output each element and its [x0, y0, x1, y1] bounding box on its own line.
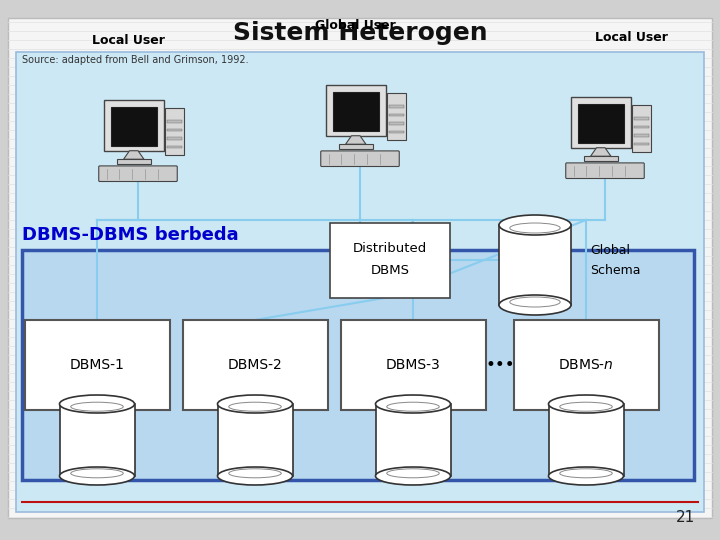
Polygon shape	[346, 136, 366, 144]
FancyBboxPatch shape	[330, 222, 450, 298]
Text: Local User: Local User	[595, 31, 668, 44]
FancyBboxPatch shape	[389, 131, 404, 133]
FancyBboxPatch shape	[24, 320, 169, 410]
Polygon shape	[376, 404, 451, 476]
FancyBboxPatch shape	[8, 18, 712, 518]
FancyBboxPatch shape	[389, 105, 404, 107]
FancyBboxPatch shape	[99, 166, 177, 181]
FancyBboxPatch shape	[634, 143, 649, 145]
FancyBboxPatch shape	[111, 106, 157, 146]
FancyBboxPatch shape	[182, 320, 328, 410]
Polygon shape	[590, 148, 611, 156]
FancyBboxPatch shape	[333, 92, 379, 131]
Polygon shape	[60, 404, 135, 476]
Ellipse shape	[499, 295, 571, 315]
Text: Source: adapted from Bell and Grimson, 1992.: Source: adapted from Bell and Grimson, 1…	[22, 55, 248, 65]
FancyBboxPatch shape	[320, 151, 400, 166]
Text: Schema: Schema	[590, 264, 641, 276]
Ellipse shape	[499, 215, 571, 235]
FancyBboxPatch shape	[104, 100, 163, 151]
Ellipse shape	[549, 467, 624, 485]
FancyBboxPatch shape	[571, 97, 631, 148]
FancyBboxPatch shape	[167, 146, 182, 148]
Ellipse shape	[376, 467, 451, 485]
FancyBboxPatch shape	[326, 85, 385, 136]
Polygon shape	[549, 404, 624, 476]
FancyBboxPatch shape	[117, 159, 150, 164]
FancyBboxPatch shape	[634, 117, 649, 120]
Text: Local User: Local User	[91, 34, 164, 47]
Text: DBMS-$n$: DBMS-$n$	[558, 358, 614, 372]
Ellipse shape	[549, 395, 624, 413]
FancyBboxPatch shape	[387, 93, 406, 140]
Text: DBMS-2: DBMS-2	[228, 358, 282, 372]
Ellipse shape	[217, 467, 292, 485]
Polygon shape	[499, 225, 571, 305]
FancyBboxPatch shape	[632, 105, 651, 152]
FancyBboxPatch shape	[341, 320, 485, 410]
Ellipse shape	[60, 467, 135, 485]
Ellipse shape	[60, 395, 135, 413]
Text: DBMS-DBMS berbeda: DBMS-DBMS berbeda	[22, 226, 238, 244]
Text: DBMS-3: DBMS-3	[386, 358, 441, 372]
Ellipse shape	[217, 395, 292, 413]
FancyBboxPatch shape	[167, 129, 182, 131]
FancyBboxPatch shape	[389, 122, 404, 125]
Text: Global User: Global User	[315, 19, 395, 32]
FancyBboxPatch shape	[584, 156, 618, 161]
Text: DBMS: DBMS	[371, 264, 410, 276]
Ellipse shape	[376, 395, 451, 413]
FancyBboxPatch shape	[634, 126, 649, 128]
FancyBboxPatch shape	[634, 134, 649, 137]
Text: 21: 21	[676, 510, 695, 525]
FancyBboxPatch shape	[389, 113, 404, 116]
FancyBboxPatch shape	[338, 144, 373, 150]
Text: Sistem Heterogen: Sistem Heterogen	[233, 21, 487, 45]
FancyBboxPatch shape	[16, 52, 704, 512]
Text: DBMS-1: DBMS-1	[70, 358, 125, 372]
FancyBboxPatch shape	[577, 104, 624, 143]
Polygon shape	[124, 151, 144, 159]
Text: Distributed: Distributed	[353, 241, 427, 254]
FancyBboxPatch shape	[22, 250, 694, 480]
Text: •••: •••	[485, 356, 515, 374]
FancyBboxPatch shape	[165, 108, 184, 155]
FancyBboxPatch shape	[566, 163, 644, 179]
FancyBboxPatch shape	[513, 320, 659, 410]
FancyBboxPatch shape	[167, 120, 182, 123]
Text: Global: Global	[590, 244, 630, 256]
FancyBboxPatch shape	[167, 137, 182, 140]
Polygon shape	[217, 404, 292, 476]
